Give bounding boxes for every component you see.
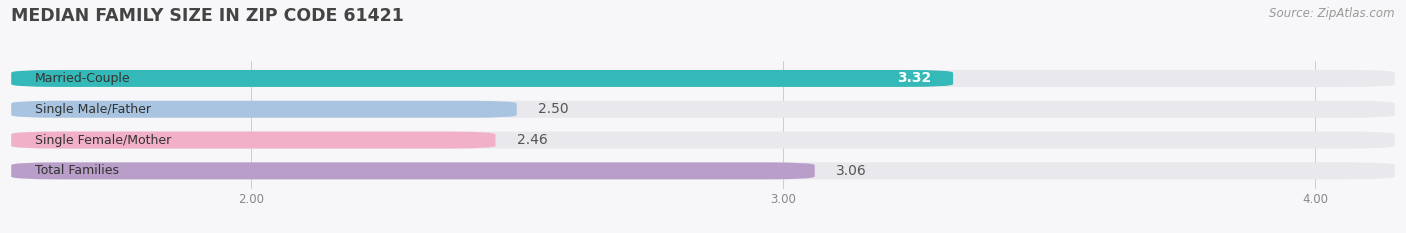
FancyBboxPatch shape [11, 101, 517, 118]
FancyBboxPatch shape [11, 162, 1395, 179]
Text: 3.32: 3.32 [897, 72, 932, 86]
FancyBboxPatch shape [11, 162, 814, 179]
Text: 3.06: 3.06 [837, 164, 866, 178]
FancyBboxPatch shape [11, 132, 1395, 148]
Text: Married-Couple: Married-Couple [35, 72, 131, 85]
Text: 2.50: 2.50 [538, 102, 568, 116]
FancyBboxPatch shape [11, 70, 1395, 87]
FancyBboxPatch shape [11, 132, 495, 148]
Text: Single Male/Father: Single Male/Father [35, 103, 152, 116]
Text: MEDIAN FAMILY SIZE IN ZIP CODE 61421: MEDIAN FAMILY SIZE IN ZIP CODE 61421 [11, 7, 404, 25]
FancyBboxPatch shape [11, 101, 1395, 118]
Text: Single Female/Mother: Single Female/Mother [35, 134, 172, 147]
Text: 2.46: 2.46 [517, 133, 547, 147]
FancyBboxPatch shape [11, 70, 953, 87]
Text: Source: ZipAtlas.com: Source: ZipAtlas.com [1270, 7, 1395, 20]
Text: Total Families: Total Families [35, 164, 120, 177]
